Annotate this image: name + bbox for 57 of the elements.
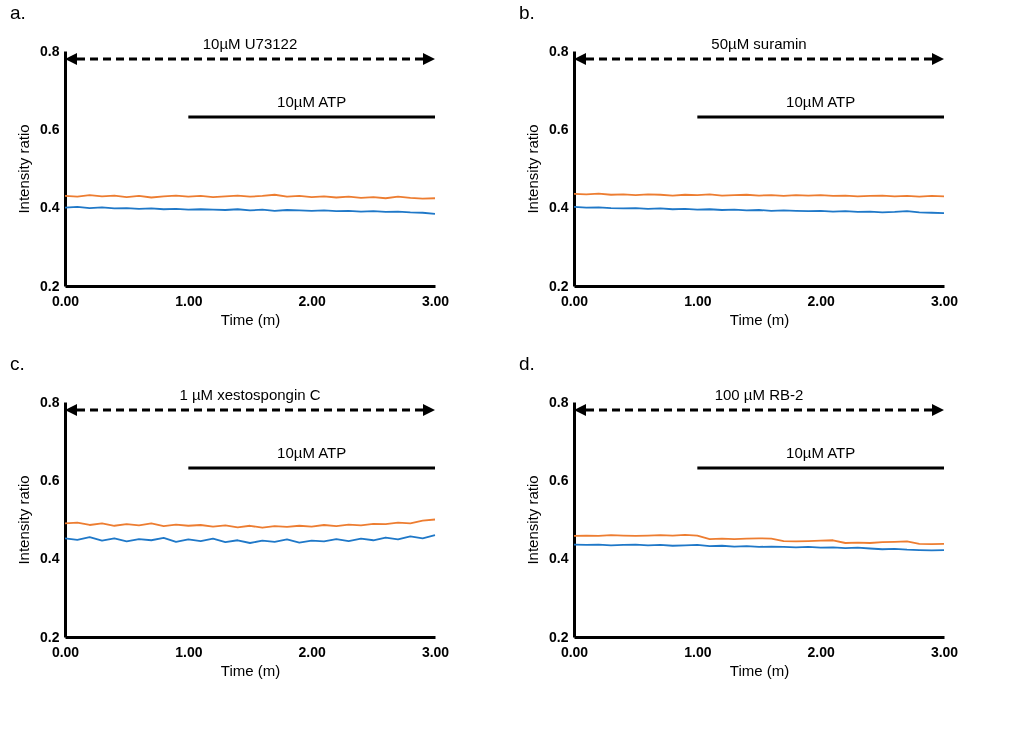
x-axis-title: Time (m) xyxy=(729,661,790,679)
chart-title: a. xyxy=(10,2,26,23)
x-tick-label: 1.00 xyxy=(175,643,203,660)
y-axis-title: Intensity ratio xyxy=(524,475,542,565)
x-tick-label: 0.00 xyxy=(560,292,589,309)
annotation: 10µM ATP xyxy=(277,93,347,110)
x-tick-label: 1.00 xyxy=(175,292,203,309)
annotation: 10µM ATP xyxy=(786,444,856,461)
y-tick-label: 0.8 xyxy=(40,42,60,59)
annotation: 50µM suramin xyxy=(711,35,807,52)
chart-title: b. xyxy=(519,2,535,23)
y-tick-label: 0.6 xyxy=(549,471,569,488)
x-tick-label: 2.00 xyxy=(298,292,326,309)
chart-title: d. xyxy=(519,353,535,374)
x-tick-label: 0.00 xyxy=(51,643,80,660)
x-tick-label: 2.00 xyxy=(807,292,835,309)
y-tick-label: 0.2 xyxy=(40,628,60,645)
x-tick-label: 3.00 xyxy=(421,292,450,309)
annotation: 10µM ATP xyxy=(786,93,856,110)
y-tick-label: 0.8 xyxy=(549,42,569,59)
annotation: 10µM ATP xyxy=(277,444,347,461)
annotation: 10µM U73122 xyxy=(202,35,298,52)
x-tick-label: 3.00 xyxy=(930,643,959,660)
y-tick-label: 0.4 xyxy=(549,199,569,216)
line-series xyxy=(64,205,436,215)
y-tick-label: 0.2 xyxy=(40,277,60,294)
x-tick-label: 1.00 xyxy=(684,292,712,309)
y-axis-title: Intensity ratio xyxy=(15,475,33,565)
y-tick-label: 0.8 xyxy=(549,393,569,410)
y-tick-label: 0.6 xyxy=(40,120,60,137)
line-series xyxy=(573,205,945,215)
x-tick-label: 0.00 xyxy=(560,643,589,660)
x-axis-title: Time (m) xyxy=(220,310,281,328)
y-tick-label: 0.4 xyxy=(40,199,60,216)
y-tick-label: 0.4 xyxy=(40,550,60,567)
y-axis-title: Intensity ratio xyxy=(15,124,33,214)
y-tick-label: 0.4 xyxy=(549,550,569,567)
x-tick-label: 2.00 xyxy=(807,643,835,660)
y-tick-label: 0.2 xyxy=(549,277,569,294)
x-tick-label: 3.00 xyxy=(421,643,450,660)
line-series xyxy=(64,534,436,544)
x-tick-label: 0.00 xyxy=(51,292,80,309)
chart-title: c. xyxy=(10,353,25,374)
x-axis-title: Time (m) xyxy=(220,661,281,679)
x-tick-label: 2.00 xyxy=(298,643,326,660)
x-tick-label: 1.00 xyxy=(684,643,712,660)
y-tick-label: 0.8 xyxy=(40,393,60,410)
y-tick-label: 0.6 xyxy=(549,120,569,137)
x-tick-label: 3.00 xyxy=(930,292,959,309)
annotation: 100 µM RB-2 xyxy=(714,386,804,403)
y-tick-label: 0.6 xyxy=(40,471,60,488)
line-series xyxy=(64,518,436,529)
line-series xyxy=(573,533,945,546)
annotation: 1 µM xestospongin C xyxy=(179,386,321,403)
x-axis-title: Time (m) xyxy=(729,310,790,328)
y-axis-title: Intensity ratio xyxy=(524,124,542,214)
y-tick-label: 0.2 xyxy=(549,628,569,645)
